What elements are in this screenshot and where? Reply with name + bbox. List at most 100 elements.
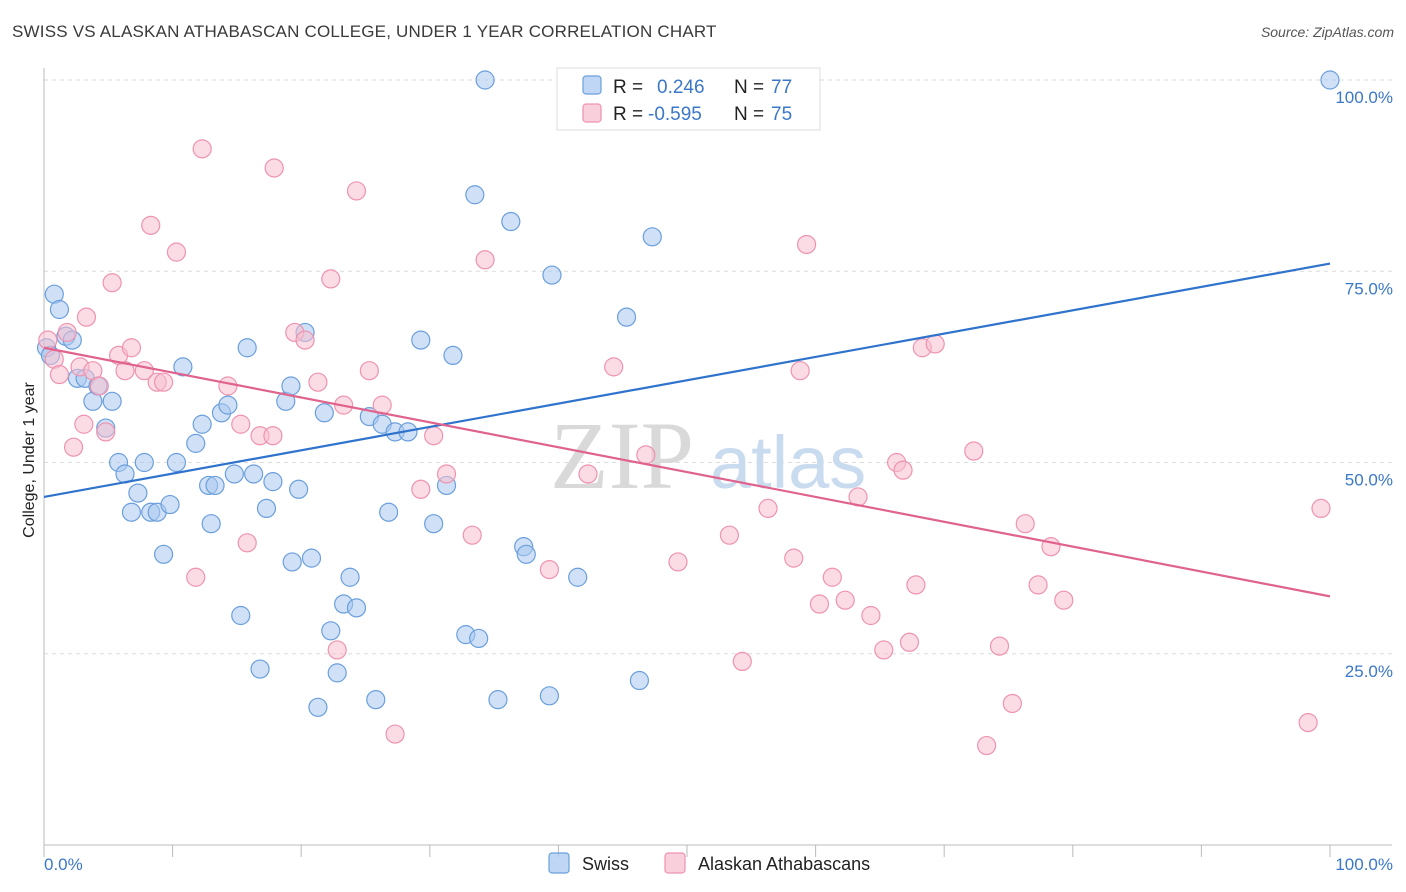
legend-r-label-athabascan: R = [613,104,643,125]
swiss-point [1320,70,1340,90]
swiss-point [542,265,562,285]
series-legend: Swiss Alaskan Athabascans [548,852,870,874]
swiss-point [49,299,70,320]
athabascan-point [719,525,740,545]
swiss-point [424,514,444,534]
athabascan-point [102,273,122,293]
swiss-point [256,498,277,518]
swiss-point [282,552,302,572]
athabascan-point [385,724,405,744]
legend-r-value-swiss: 0.246 [657,77,705,98]
athabascan-point [411,479,431,499]
athabascan-point [874,640,894,660]
swiss-point [250,659,270,679]
legend-n-value-athabascan: 75 [771,104,792,125]
athabascan-point [264,158,284,178]
athabascan-point [192,139,212,159]
athabascan-point [861,605,881,626]
swiss-point [121,502,142,522]
swiss-point [321,621,341,641]
x-tick-label: 100.0% [1335,855,1393,874]
swiss-point [616,307,637,327]
series-legend-swatch-athabascan [664,852,686,874]
swiss-point [443,345,463,365]
athabascan-point [49,364,70,385]
swiss-point [237,338,257,358]
athabascan-point [1028,575,1048,595]
swiss-point [379,502,399,522]
athabascan-trend-line [43,346,1331,598]
athabascan-point [636,445,656,465]
athabascan-point [1015,514,1035,534]
athabascan-point [925,334,945,354]
swiss-point [308,697,328,717]
swiss-point [289,479,309,499]
athabascan-point [1298,712,1318,733]
athabascan-point [115,361,135,381]
watermark-atlas: atlas [710,421,866,504]
source-credit: Source: ZipAtlas.com [1260,24,1394,40]
swiss-point [205,475,225,496]
athabascan-point [436,464,457,484]
swiss-trend-line [43,262,1331,499]
x-tick-label: 0.0% [44,855,83,874]
y-tick-labels: 25.0% 50.0% 75.0% 100.0% [1335,88,1393,681]
athabascan-point [668,552,688,572]
athabascan-point [893,460,913,480]
legend-r-value-athabascan: -0.595 [648,104,702,125]
athabascan-point [1311,498,1331,518]
athabascan-point [809,594,830,614]
athabascan-point [906,575,926,595]
swiss-point [301,548,322,568]
swiss-point [327,663,347,683]
swiss-point [218,395,238,415]
athabascan-point [977,735,997,756]
swiss-point [469,628,489,649]
y-tick-label: 50.0% [1345,471,1393,490]
legend-swatch-athabascan [582,103,602,123]
athabascan-point [295,330,315,350]
swiss-point [102,391,122,411]
watermark: ZIP atlas [550,402,866,509]
athabascan-point [237,533,257,553]
athabascan-point [758,498,778,518]
athabascan-point [578,464,598,484]
swiss-point [281,376,301,396]
swiss-point [340,567,360,587]
series-legend-label-athabascan: Alaskan Athabascans [698,854,870,874]
swiss-point [629,670,650,691]
axes [43,68,1392,857]
swiss-point [465,185,485,205]
watermark-zip: ZIP [550,402,694,509]
athabascan-point [96,422,116,442]
swiss-point [346,598,367,618]
athabascan-point [141,215,161,235]
swiss-point [501,211,521,232]
athabascan-point [166,242,187,262]
correlation-legend: R = 0.246 N = 77 R = -0.595 N = 75 [556,67,821,131]
athabascan-point [822,567,842,587]
swiss-point [224,464,244,484]
swiss-point [153,544,174,564]
athabascan-point [784,548,804,568]
athabascan-point [321,269,341,289]
athabascan-point [424,426,444,446]
athabascan-point [732,651,752,672]
trend-lines [43,262,1331,598]
y-axis-label: College, Under 1 year [21,382,38,538]
athabascan-point [604,357,624,377]
athabascan-point [63,437,84,457]
swiss-point [411,330,431,350]
athabascan-point [74,414,94,434]
athabascan-point [475,250,495,270]
athabascan-point [346,181,367,201]
legend-r-label-swiss: R = [613,77,643,98]
swiss-point [475,70,495,90]
swiss-point [488,690,508,710]
swiss-point [244,464,264,484]
athabascan-points [38,139,1331,756]
series-legend-swatch-swiss [548,852,570,874]
swiss-point [192,414,212,434]
athabascan-point [308,372,328,392]
